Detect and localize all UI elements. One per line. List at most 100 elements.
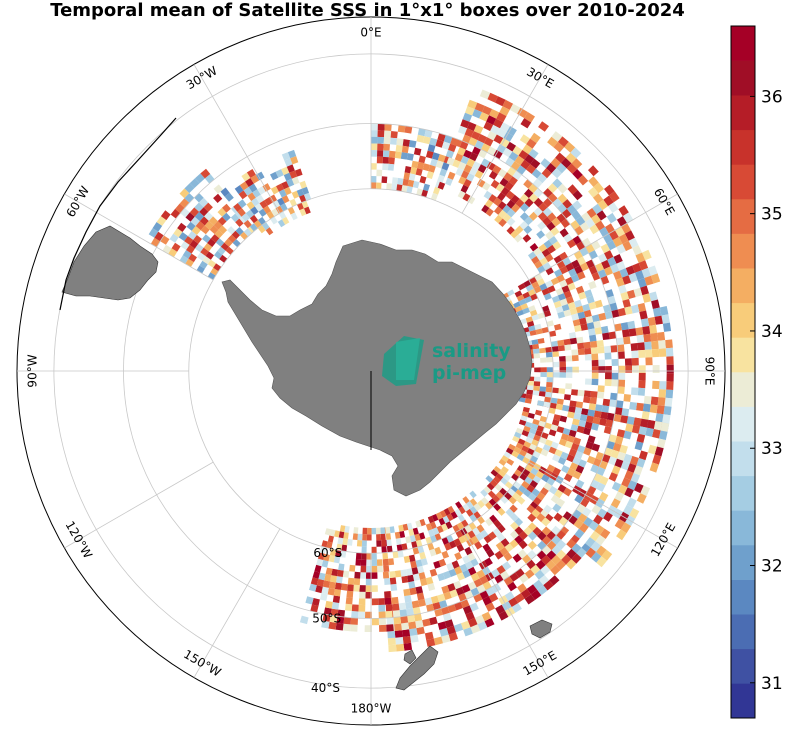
sss-cell: [527, 320, 535, 328]
sss-cell: [601, 454, 611, 463]
sss-cell: [557, 183, 568, 194]
sss-cell: [526, 164, 536, 174]
sss-cell: [552, 454, 561, 463]
sss-cell: [546, 163, 557, 174]
sss-cell: [246, 201, 255, 210]
sss-cell: [568, 429, 577, 438]
sss-cell: [385, 526, 391, 534]
sss-cell: [197, 252, 206, 261]
sss-cell: [650, 273, 661, 284]
sss-cell: [446, 513, 454, 522]
sss-cell: [531, 256, 540, 265]
sss-cell: [533, 188, 543, 198]
sss-cell: [516, 453, 525, 462]
sss-cell: [488, 531, 497, 540]
sss-cell: [422, 136, 431, 145]
sss-cell: [616, 337, 624, 346]
sss-cell: [630, 304, 640, 314]
sss-cell: [522, 406, 530, 413]
sss-cell: [330, 608, 339, 617]
sss-cell: [467, 566, 477, 576]
sss-cell: [444, 619, 454, 628]
sss-cell: [509, 539, 519, 549]
sss-cell: [382, 163, 389, 171]
sss-cell: [401, 575, 409, 584]
sss-cell: [656, 438, 666, 449]
colorbar-segment: [731, 648, 755, 684]
sss-cell: [510, 521, 519, 531]
sss-cell: [347, 577, 355, 585]
sss-cell: [616, 451, 626, 461]
sss-cell: [474, 614, 485, 625]
sss-cell: [460, 155, 470, 165]
sss-cell: [608, 456, 617, 466]
sss-cell: [189, 178, 200, 189]
sss-cell: [224, 238, 233, 247]
sss-cell: [536, 278, 545, 286]
sss-cell: [530, 132, 541, 144]
sss-cell: [402, 139, 410, 147]
sss-cell: [598, 491, 609, 502]
sss-cell: [571, 158, 583, 169]
sss-cell: [233, 203, 242, 212]
sss-cell: [624, 487, 634, 498]
sss-cell: [396, 138, 404, 146]
sss-cell: [607, 256, 617, 267]
sss-cell: [621, 223, 632, 234]
sss-cell: [409, 534, 416, 543]
sss-cell: [247, 192, 256, 202]
sss-cell: [383, 150, 390, 158]
sss-cell: [527, 380, 534, 386]
sss-cell: [217, 216, 227, 226]
sss-cell: [525, 284, 534, 292]
sss-cell: [620, 522, 632, 534]
sss-cell: [447, 505, 455, 514]
sss-cell: [200, 247, 209, 256]
sss-cell: [199, 207, 209, 217]
sss-cell: [551, 419, 560, 427]
sss-cell: [604, 379, 612, 387]
sss-cell: [630, 472, 641, 483]
sss-cell: [338, 563, 345, 571]
sss-cell: [546, 464, 556, 473]
sss-cell: [328, 555, 335, 563]
sss-cell: [577, 513, 588, 523]
sss-cell: [604, 447, 613, 457]
sss-cell: [254, 203, 264, 212]
sss-cell: [445, 521, 453, 530]
sss-cell: [329, 529, 336, 537]
sss-cell: [666, 373, 674, 382]
sss-cell: [495, 541, 505, 551]
sss-cell: [189, 207, 200, 217]
sss-cell: [596, 391, 605, 399]
sss-cell: [566, 239, 577, 249]
sss-cell: [618, 233, 629, 244]
sss-cell: [472, 109, 482, 119]
sss-cell: [377, 136, 385, 144]
sss-cell: [217, 207, 227, 217]
sss-cell: [546, 477, 556, 486]
sss-cell: [511, 450, 519, 458]
sss-cell: [612, 442, 622, 452]
sss-cell: [621, 477, 631, 488]
sss-cell: [583, 390, 591, 398]
sss-cell: [553, 372, 560, 378]
sss-cell: [493, 465, 501, 474]
sss-cell: [365, 585, 372, 592]
sss-cell: [281, 195, 290, 204]
sss-cell: [311, 598, 320, 606]
sss-cell: [461, 584, 471, 593]
sss-cell: [392, 603, 400, 611]
sss-cell: [400, 569, 408, 577]
sss-cell: [498, 458, 507, 466]
sss-cell: [554, 489, 564, 499]
sss-cell: [595, 220, 605, 231]
sss-cell: [551, 554, 562, 565]
sss-cell: [389, 577, 397, 585]
sss-cell: [472, 161, 481, 171]
sss-cell: [528, 183, 538, 194]
sss-cell: [366, 534, 372, 541]
sss-cell: [193, 235, 202, 244]
sss-cell: [385, 610, 393, 619]
sss-cell: [524, 198, 534, 208]
